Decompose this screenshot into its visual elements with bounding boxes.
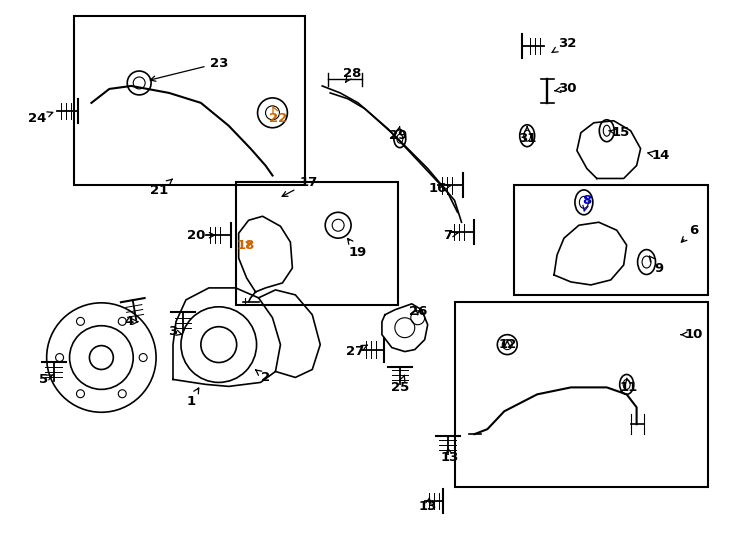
- Bar: [236, 183, 398, 305]
- Text: 10: 10: [681, 328, 702, 341]
- Text: 13: 13: [418, 497, 437, 514]
- Text: 14: 14: [648, 149, 669, 162]
- Text: 17: 17: [282, 176, 317, 197]
- Text: 4: 4: [125, 315, 138, 328]
- Text: 5: 5: [39, 373, 54, 386]
- Text: 22: 22: [269, 107, 288, 125]
- Text: 28: 28: [343, 66, 361, 83]
- Text: 9: 9: [650, 256, 663, 274]
- Text: 21: 21: [150, 179, 172, 197]
- Text: 27: 27: [346, 345, 367, 358]
- Bar: [73, 16, 305, 185]
- Text: 8: 8: [582, 194, 592, 211]
- Bar: [454, 302, 708, 487]
- Text: 6: 6: [681, 224, 698, 242]
- Text: 13: 13: [440, 448, 459, 463]
- Text: 12: 12: [498, 338, 517, 351]
- Text: 19: 19: [348, 239, 367, 259]
- Text: 32: 32: [552, 37, 576, 52]
- Text: 1: 1: [186, 388, 199, 408]
- Text: 30: 30: [555, 83, 576, 96]
- Text: 3: 3: [168, 325, 181, 338]
- Text: 20: 20: [186, 228, 214, 242]
- Text: 24: 24: [27, 112, 53, 125]
- Text: 26: 26: [409, 305, 427, 318]
- Text: 29: 29: [389, 126, 407, 142]
- Bar: [515, 185, 708, 295]
- Text: 2: 2: [255, 370, 270, 384]
- Text: 7: 7: [443, 228, 458, 242]
- Text: 18: 18: [236, 239, 255, 252]
- Text: 25: 25: [390, 375, 409, 394]
- Text: 31: 31: [518, 126, 537, 145]
- Text: 16: 16: [429, 182, 450, 195]
- Text: 15: 15: [608, 126, 630, 139]
- Text: 23: 23: [150, 57, 228, 82]
- Text: 11: 11: [619, 378, 638, 394]
